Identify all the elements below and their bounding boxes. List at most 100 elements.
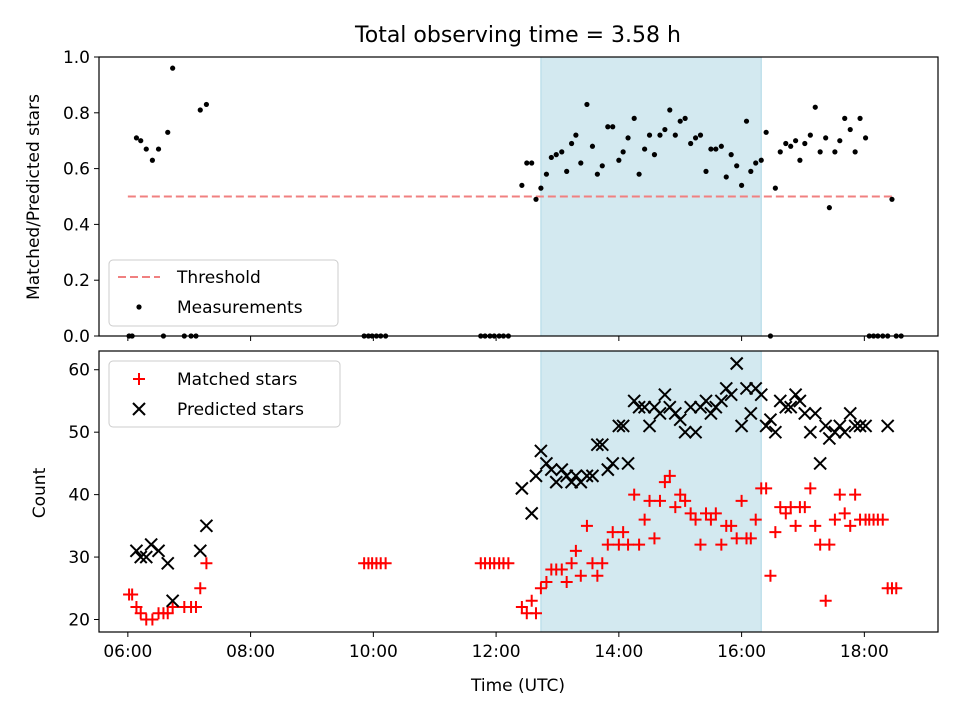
matched-star-point [643,494,656,507]
measurement-point [826,205,832,211]
measurement-point [138,138,144,144]
bottom-y-tick-label: 40 [68,486,90,506]
predicted-star-point [734,419,749,433]
predicted-star-point [683,400,698,414]
measurement-point [620,149,626,155]
predicted-star-point [161,556,175,571]
legend-predicted-label: Predicted stars [177,400,304,420]
matched-star-point [838,507,851,520]
measurement-point [793,138,799,144]
predicted-star-point [129,544,144,558]
predicted-star-point [637,400,652,414]
matched-star-point [565,557,578,570]
matched-star-point [804,482,817,495]
measurement-point [519,182,525,188]
measurement-point [823,135,829,141]
top-panel: 0.0 0.2 0.4 0.6 0.8 1.0 Matched/Predicted sta… [24,48,939,347]
matched-star-point [694,538,707,551]
matched-star-point [126,588,139,601]
predicted-star-point [744,406,758,421]
predicted-star-point [139,550,153,564]
predicted-star-point [134,550,148,564]
measurement-point [559,149,565,155]
measurement-point [734,163,740,169]
matched-star-point [809,519,822,532]
measurement-point [753,160,759,166]
measurement-point [646,132,653,138]
measurement-point [553,152,559,158]
matched-star-point [735,494,748,507]
top-y-tick-label: 0.4 [63,215,90,235]
matched-star-point [764,569,777,582]
measurement-point [748,168,754,174]
measurement-point [758,157,764,163]
matched-star-point [574,569,587,582]
measurement-point [718,143,724,149]
matched-star-point [502,557,515,570]
x-tick-label: 06:00 [103,642,152,662]
matched-star-point [704,513,717,526]
legend-predicted-swatch [132,402,146,416]
matched-star-point [653,494,666,507]
predicted-star-point [151,544,166,558]
matched-star-point [622,538,635,551]
predicted-star-point [858,419,873,433]
matched-star-point [663,469,676,482]
x-tick-label: 08:00 [226,642,275,662]
predicted-star-point [803,425,818,439]
measurement-point [842,115,848,121]
matched-star-point [674,488,687,501]
predicted-star-point [544,462,559,477]
measurement-point [564,168,570,174]
measurement-point [723,174,729,180]
matched-star-point [130,601,143,614]
predicted-star-point [699,394,713,408]
matched-star-point [876,513,889,526]
measurement-point [197,107,203,113]
measurement-point [636,171,642,177]
matched-star-point [638,513,651,526]
predicted-star-point [585,469,600,483]
measurement-point [772,185,778,191]
matched-star-point [379,557,392,570]
measurement-point [832,149,838,155]
measurement-point [703,168,709,174]
x-tick-label: 18:00 [840,642,889,662]
matched-stars-series [123,469,903,626]
predicted-star-point [658,388,672,402]
measurement-point [857,115,863,121]
top-y-tick-label: 0.0 [63,327,90,347]
predicted-stars-series [129,356,895,608]
matched-star-point [648,532,661,545]
matched-star-point [596,557,609,570]
predicted-star-point [714,394,729,408]
measurement-point [847,126,853,133]
predicted-star-point [612,419,626,433]
matched-star-point [760,482,773,495]
measurement-point [777,149,783,155]
measurement-point [817,149,823,155]
matched-star-point [890,582,903,595]
matched-star-point [823,538,836,551]
predicted-star-point [678,425,692,439]
measurement-point [662,126,668,133]
predicted-star-point [788,388,803,402]
legend-matched-swatch [133,373,145,385]
measurement-point [143,146,149,152]
measurement-point [763,129,769,135]
predicted-star-point [549,475,563,489]
matched-star-point [200,557,213,570]
predicted-star-point [779,400,793,414]
matched-star-point [819,594,832,607]
measurement-point [738,182,745,188]
measurement-point [802,140,808,147]
measurement-point [672,132,678,138]
matched-star-point [525,594,538,607]
measurement-point [524,160,530,166]
predicted-star-point [653,406,667,421]
predicted-star-point [590,437,605,452]
measurement-point [133,135,140,141]
x-tick-label: 16:00 [717,642,766,662]
measurement-point [203,101,210,108]
